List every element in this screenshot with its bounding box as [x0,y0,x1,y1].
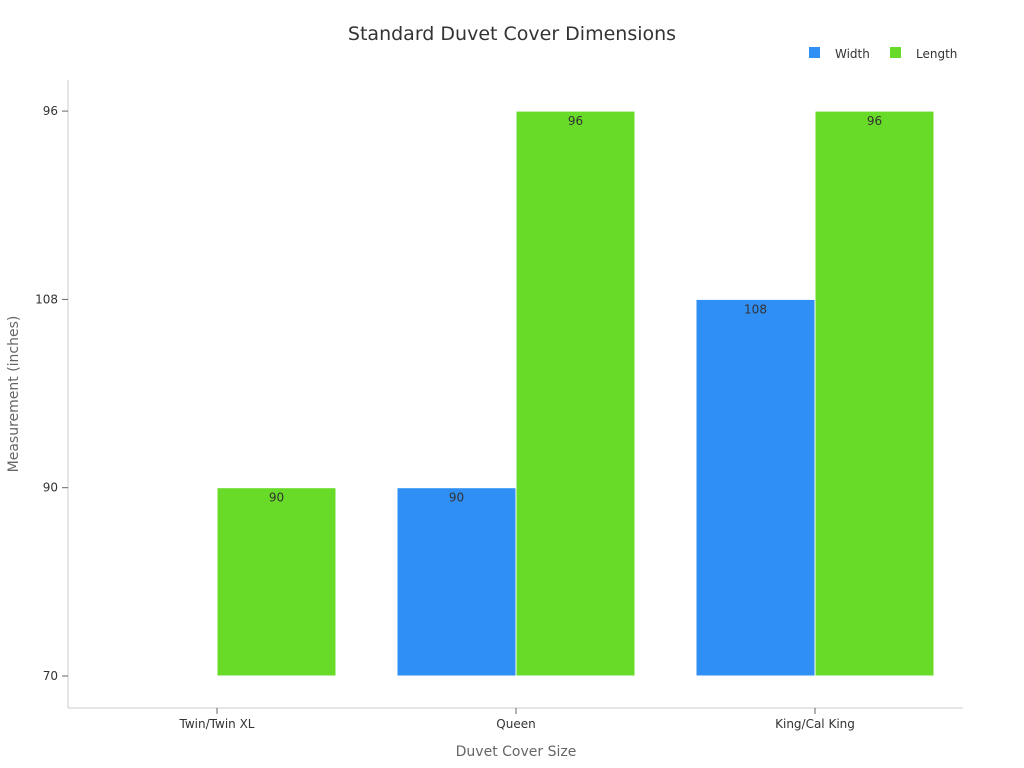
bar-length [515,110,636,677]
legend-swatch-width [809,47,820,58]
bar-value-label: 90 [449,491,464,505]
chart-title: Standard Duvet Cover Dimensions [348,23,676,45]
bar-value-label: 108 [744,302,767,316]
x-axis-label: Duvet Cover Size [456,744,577,760]
bar-value-label: 96 [867,114,882,128]
y-tick-label: 108 [35,292,58,306]
x-tick-label: King/Cal King [775,717,855,731]
legend-label-width: Width [835,47,870,61]
bar-length [216,487,337,677]
bar-length [814,110,935,677]
bar-value-label: 90 [269,491,284,505]
legend-label-length: Length [916,47,957,61]
bar-width [695,298,816,677]
y-tick-label: 90 [43,481,58,495]
bar-value-label: 96 [568,114,583,128]
y-tick-label: 70 [43,669,58,683]
bar-width [396,487,517,677]
y-axis-label: Measurement (inches) [6,316,22,473]
x-tick-label: Queen [496,717,535,731]
x-tick-label: Twin/Twin XL [179,717,255,731]
legend-swatch-length [890,47,901,58]
y-tick-label: 96 [43,104,58,118]
